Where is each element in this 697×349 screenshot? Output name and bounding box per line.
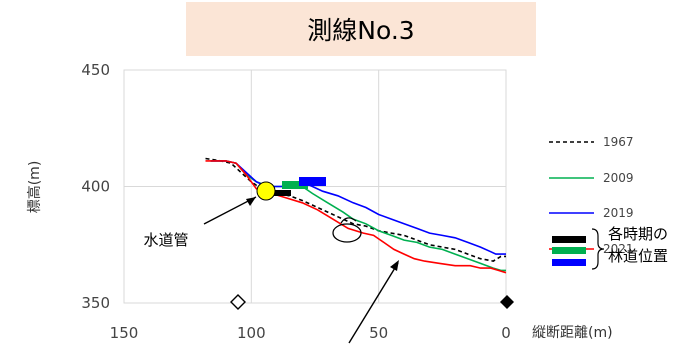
y-tick-label: 400 — [81, 178, 110, 196]
legend-label: 2021 — [603, 242, 634, 256]
x-tick-label: 150 — [110, 324, 139, 342]
arrowhead — [390, 260, 399, 271]
forest-road-marker-2009 — [282, 181, 308, 189]
water-pipe-label: 水道管 — [143, 231, 188, 249]
road-swatch-1967 — [552, 236, 586, 243]
open-diamond-marker — [230, 294, 246, 310]
road-swatch-2009 — [552, 247, 586, 254]
series-line-1967 — [205, 157, 506, 262]
x-axis-label: 縦断距離(m) — [532, 324, 613, 341]
x-tick-label: 50 — [369, 324, 388, 342]
series-line-2021 — [205, 160, 507, 274]
forest-road-label: 林道位置 — [608, 247, 668, 265]
forest-road-marker-2019 — [299, 177, 326, 186]
x-tick-label: 100 — [237, 324, 266, 342]
water-pipe-marker — [256, 181, 276, 201]
y-tick-label: 350 — [81, 294, 110, 312]
forest-road-label: 各時期の — [608, 225, 668, 243]
water-pipe-arrow — [203, 196, 257, 225]
pointer-arrow — [348, 262, 399, 344]
chart-title: 測線No.3 — [186, 2, 536, 56]
ellipse-annotation — [332, 223, 362, 243]
arrowhead — [246, 197, 256, 206]
filled-diamond-marker — [500, 295, 514, 309]
series-line-2019 — [210, 160, 506, 255]
road-swatch-2019 — [552, 259, 586, 266]
legend-label: 1967 — [603, 135, 634, 149]
legend-label: 2019 — [603, 206, 634, 220]
legend-label: 2009 — [603, 171, 634, 185]
y-tick-label: 450 — [81, 61, 110, 79]
forest-road-marker-1967 — [273, 190, 291, 196]
curl-annotation — [340, 217, 357, 224]
brace — [591, 228, 605, 270]
x-tick-label: 0 — [501, 324, 511, 342]
y-axis-label: 標高(m) — [26, 161, 43, 214]
series-line-2009 — [210, 160, 506, 272]
